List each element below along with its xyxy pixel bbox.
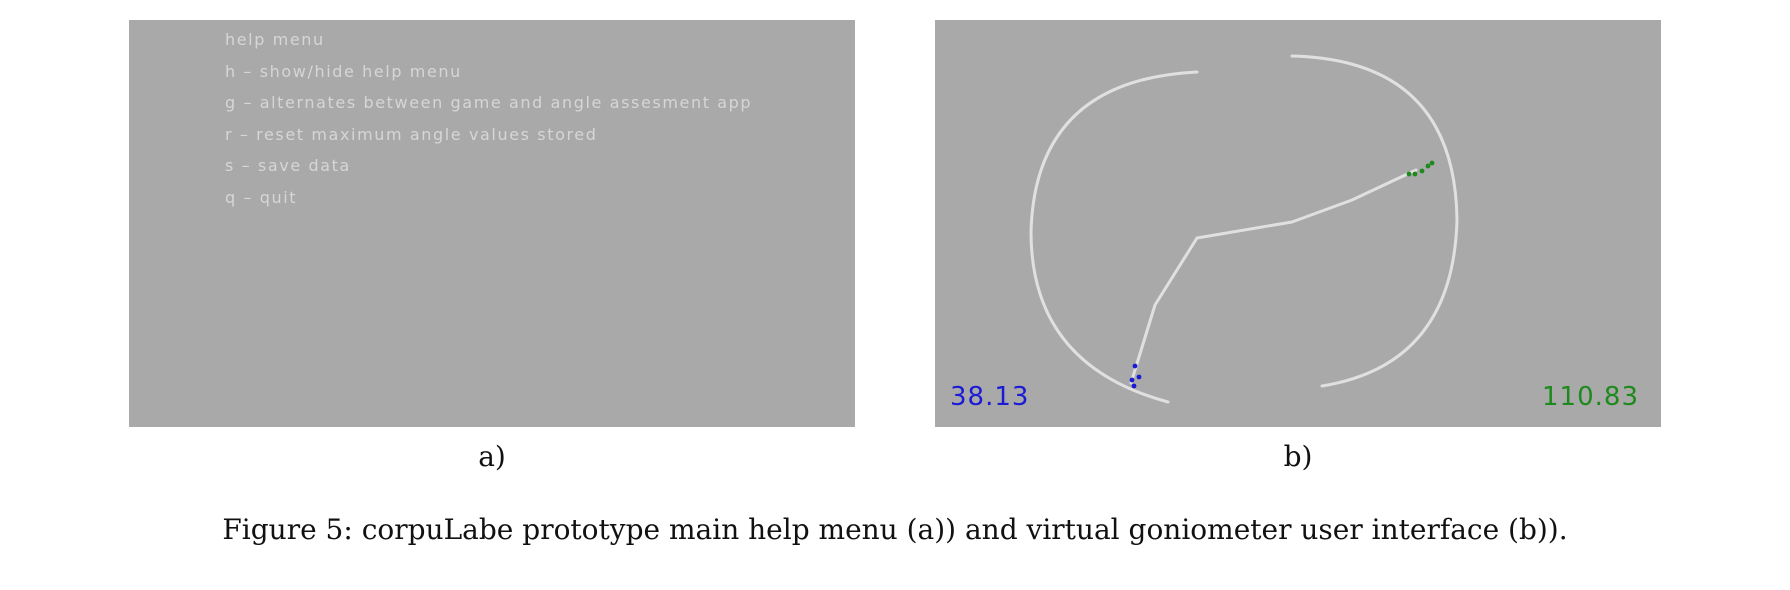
right-range-arc (1290, 54, 1459, 388)
figure-caption: Figure 5: corpuLabe prototype main help … (222, 513, 1568, 546)
left-angle-marker (1129, 363, 1142, 389)
help-item-reset: r – reset maximum angle values stored (225, 124, 598, 144)
left-range-arc (1029, 70, 1199, 404)
right-angle-marker (1406, 160, 1435, 177)
help-menu-title: help menu (225, 30, 325, 49)
left-angle-value: 38.13 (950, 382, 1030, 412)
limb-skeleton (1129, 168, 1418, 385)
goniometer-screenshot: 38.13 110.83 (935, 20, 1661, 427)
help-menu: help menu h – show/hide help menu g – al… (225, 30, 752, 219)
help-menu-screenshot: help menu h – show/hide help menu g – al… (129, 20, 855, 427)
help-item-show-hide: h – show/hide help menu (225, 61, 462, 81)
goniometer-canvas (1029, 54, 1459, 404)
help-item-quit: q – quit (225, 187, 298, 207)
right-angle-value: 110.83 (1542, 382, 1639, 412)
subfigure-label-b: b) (1283, 440, 1313, 473)
subfigure-label-a: a) (478, 440, 506, 473)
help-item-toggle-app: g – alternates between game and angle as… (225, 93, 753, 112)
help-item-save: s – save data (225, 156, 351, 175)
